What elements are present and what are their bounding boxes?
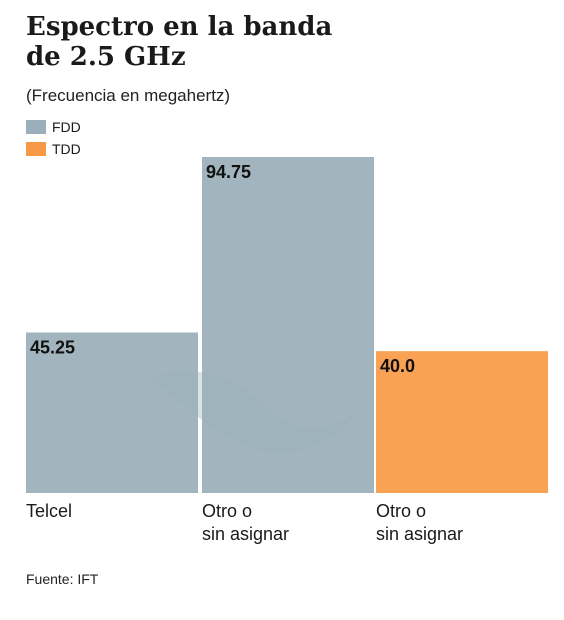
data-label-otro-fdd: 94.75 [206, 162, 251, 182]
chart-title: Espectro en la banda de 2.5 GHz [26, 12, 446, 72]
title-line-2: de 2.5 GHz [26, 42, 186, 72]
data-label-telcel-fdd: 45.25 [30, 338, 75, 358]
data-label-otro-tdd: 40.0 [380, 356, 415, 376]
x-tick-label: Otro o sin asignar [202, 501, 289, 544]
source-note: Fuente: IFT [26, 571, 99, 587]
legend: FDD TDD [26, 116, 81, 160]
legend-label-fdd: FDD [52, 119, 81, 135]
chart-subtitle: (Frecuencia en megahertz) [26, 86, 231, 105]
x-tick-label: Otro o sin asignar [376, 501, 463, 544]
title-line-1: Espectro en la banda [26, 12, 333, 42]
legend-item-tdd: TDD [26, 138, 81, 160]
bar-telcel-fdd [26, 332, 198, 493]
legend-swatch-fdd [26, 120, 46, 134]
legend-item-fdd: FDD [26, 116, 81, 138]
x-tick-label: Telcel [26, 501, 72, 521]
bar-otro-tdd [376, 351, 548, 493]
bar-otro-fdd [202, 157, 374, 493]
legend-swatch-tdd [26, 142, 46, 156]
legend-label-tdd: TDD [52, 141, 81, 157]
